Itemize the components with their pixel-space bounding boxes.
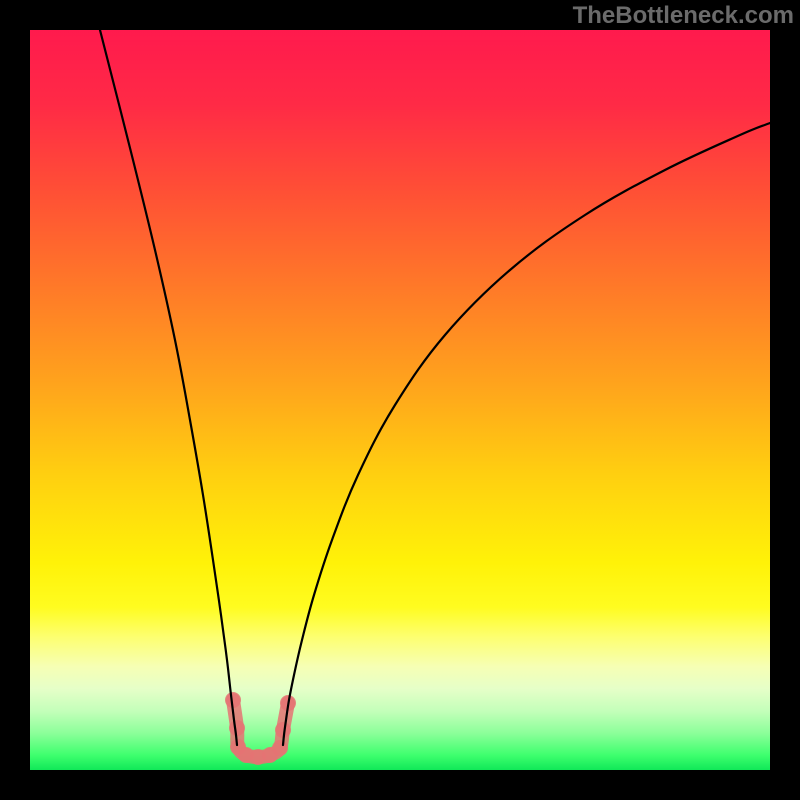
watermark-label: TheBottleneck.com: [573, 2, 794, 30]
chart-stage: TheBottleneck.com: [0, 0, 800, 800]
plot-gradient-background: [30, 30, 770, 770]
